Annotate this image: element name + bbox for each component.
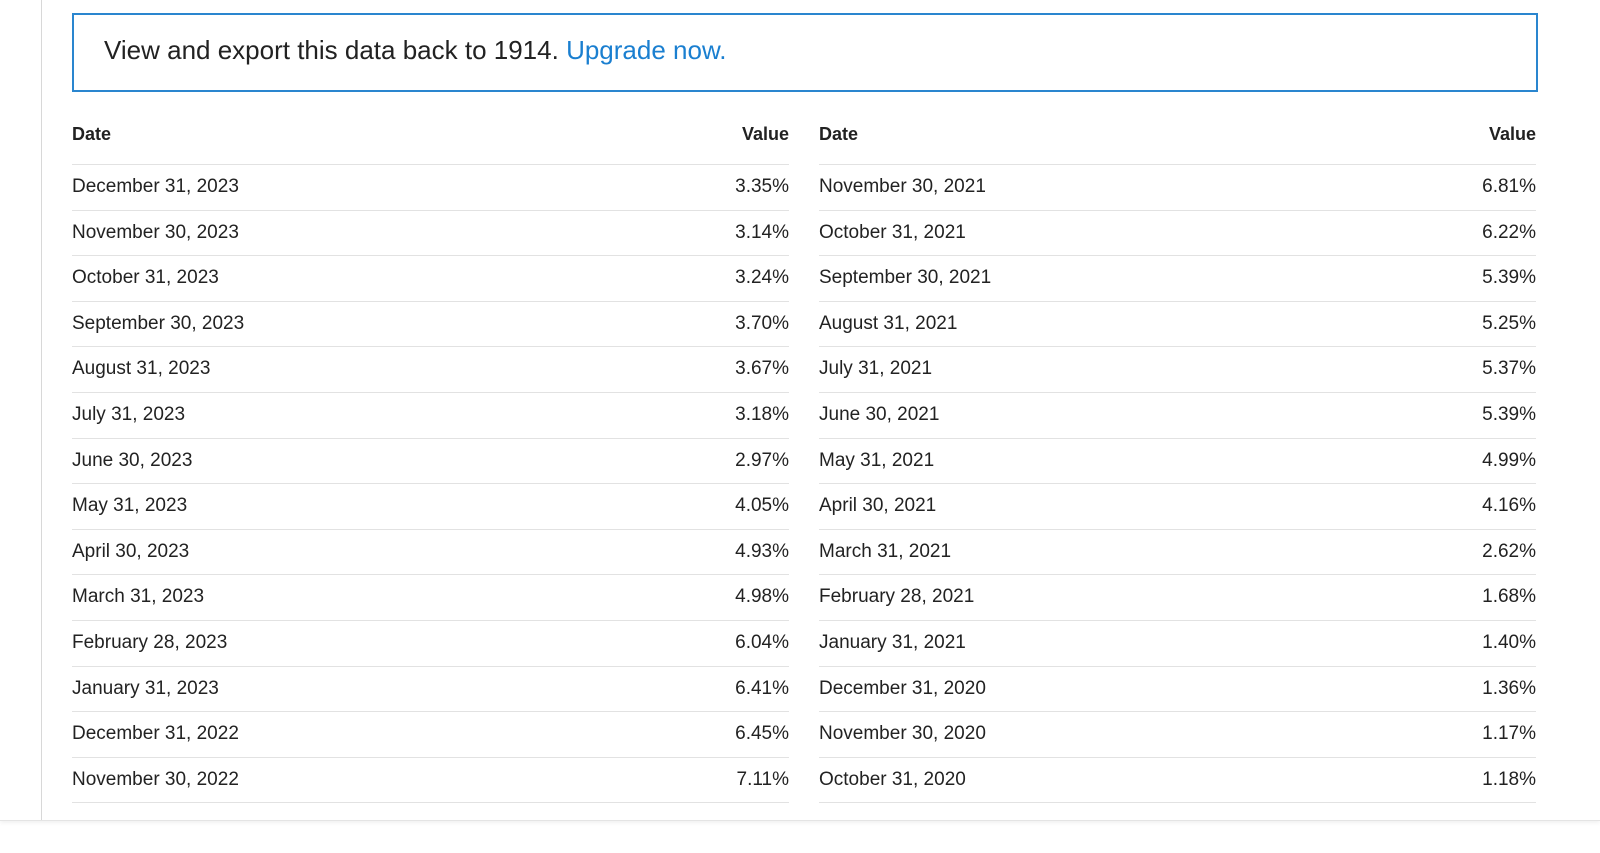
row-divider: [72, 711, 789, 713]
date-cell: October 31, 2020: [819, 768, 966, 790]
date-cell: May 31, 2023: [72, 495, 188, 517]
value-cell: 6.22%: [1482, 221, 1536, 243]
row-divider: [72, 437, 789, 439]
value-cell: 4.05%: [735, 495, 789, 517]
row-divider: [72, 483, 789, 485]
sidebar-divider: [41, 0, 42, 820]
value-cell: 3.18%: [735, 404, 789, 425]
upgrade-banner: View and export this data back to 1914. …: [72, 13, 1538, 92]
date-cell: November 30, 2021: [819, 176, 986, 197]
value-cell: 1.36%: [1482, 677, 1536, 699]
row-divider: [72, 300, 789, 302]
date-cell: October 31, 2023: [72, 267, 219, 289]
value-cell: 5.25%: [1482, 312, 1536, 334]
row-divider: [819, 620, 1536, 621]
row-divider: [819, 528, 1536, 530]
row-divider: [819, 392, 1536, 393]
row-divider: [819, 300, 1536, 302]
row-divider: [819, 209, 1536, 211]
date-cell: February 28, 2021: [819, 586, 975, 608]
value-cell: 6.81%: [1482, 176, 1536, 197]
value-cell: 6.04%: [735, 632, 789, 653]
date-cell: July 31, 2023: [72, 404, 186, 425]
row-divider: [819, 802, 1536, 804]
date-cell: November 30, 2020: [819, 723, 986, 745]
row-divider: [819, 665, 1536, 667]
value-cell: 5.37%: [1482, 358, 1536, 380]
value-cell: 3.14%: [735, 221, 789, 243]
row-divider: [819, 164, 1536, 165]
banner-text: View and export this data back to 1914.: [104, 35, 559, 65]
value-cell: 7.11%: [736, 768, 789, 790]
row-divider: [72, 164, 789, 165]
upgrade-link[interactable]: Upgrade now.: [566, 35, 727, 65]
column-header: Value: [741, 124, 789, 144]
date-cell: July 31, 2021: [819, 358, 933, 380]
row-divider: [819, 574, 1536, 576]
row-divider: [72, 528, 789, 530]
date-cell: February 28, 2023: [72, 632, 228, 653]
row-divider: [72, 209, 789, 211]
row-divider: [72, 620, 789, 621]
value-cell: 1.68%: [1482, 586, 1536, 608]
row-divider: [72, 756, 789, 758]
row-divider: [72, 665, 789, 667]
value-cell: 6.41%: [735, 677, 789, 699]
column-header: Value: [1488, 124, 1536, 144]
row-divider: [72, 255, 789, 257]
date-cell: November 30, 2022: [72, 768, 239, 790]
value-cell: 5.39%: [1482, 267, 1536, 289]
content: View and export this data back to 1914. …: [0, 0, 1600, 821]
value-cell: 1.17%: [1482, 723, 1536, 745]
date-cell: August 31, 2023: [72, 358, 211, 380]
banner-message: View and export this data back to 1914. …: [104, 35, 727, 66]
date-cell: April 30, 2021: [819, 495, 937, 517]
date-cell: September 30, 2021: [819, 267, 992, 289]
value-cell: 4.99%: [1482, 449, 1536, 471]
value-cell: 4.98%: [735, 586, 789, 608]
row-divider: [72, 392, 789, 393]
value-cell: 6.45%: [735, 723, 789, 745]
row-divider: [72, 574, 789, 576]
date-cell: January 31, 2023: [72, 677, 219, 699]
date-cell: December 31, 2020: [819, 677, 986, 699]
row-divider: [819, 437, 1536, 439]
value-cell: 1.40%: [1482, 632, 1536, 653]
date-cell: June 30, 2023: [72, 449, 193, 471]
value-cell: 2.97%: [735, 449, 789, 471]
value-cell: 3.70%: [735, 312, 789, 334]
value-cell: 3.35%: [735, 176, 789, 197]
date-cell: March 31, 2023: [72, 586, 205, 608]
column-header: Date: [819, 124, 859, 144]
date-cell: November 30, 2023: [72, 221, 239, 243]
date-cell: August 31, 2021: [819, 312, 958, 334]
date-cell: October 31, 2021: [819, 221, 966, 243]
row-divider: [819, 346, 1536, 348]
date-cell: December 31, 2023: [72, 176, 239, 197]
date-cell: June 30, 2021: [819, 404, 940, 425]
value-cell: 4.93%: [735, 540, 789, 562]
column-header: Date: [72, 124, 112, 144]
row-divider: [819, 255, 1536, 257]
date-cell: September 30, 2023: [72, 312, 245, 334]
value-cell: 2.62%: [1482, 540, 1536, 562]
value-cell: 4.16%: [1482, 495, 1536, 517]
date-cell: May 31, 2021: [819, 449, 935, 471]
row-divider: [819, 756, 1536, 758]
row-divider: [819, 711, 1536, 713]
date-cell: April 30, 2023: [72, 540, 190, 562]
value-cell: 5.39%: [1482, 404, 1536, 425]
value-cell: 3.67%: [735, 358, 789, 380]
row-divider: [72, 802, 789, 804]
date-cell: March 31, 2021: [819, 540, 952, 562]
date-cell: January 31, 2021: [819, 632, 966, 653]
date-cell: December 31, 2022: [72, 723, 239, 745]
row-divider: [819, 483, 1536, 485]
value-cell: 3.24%: [735, 267, 789, 289]
row-divider: [72, 346, 789, 348]
value-cell: 1.18%: [1482, 768, 1536, 790]
